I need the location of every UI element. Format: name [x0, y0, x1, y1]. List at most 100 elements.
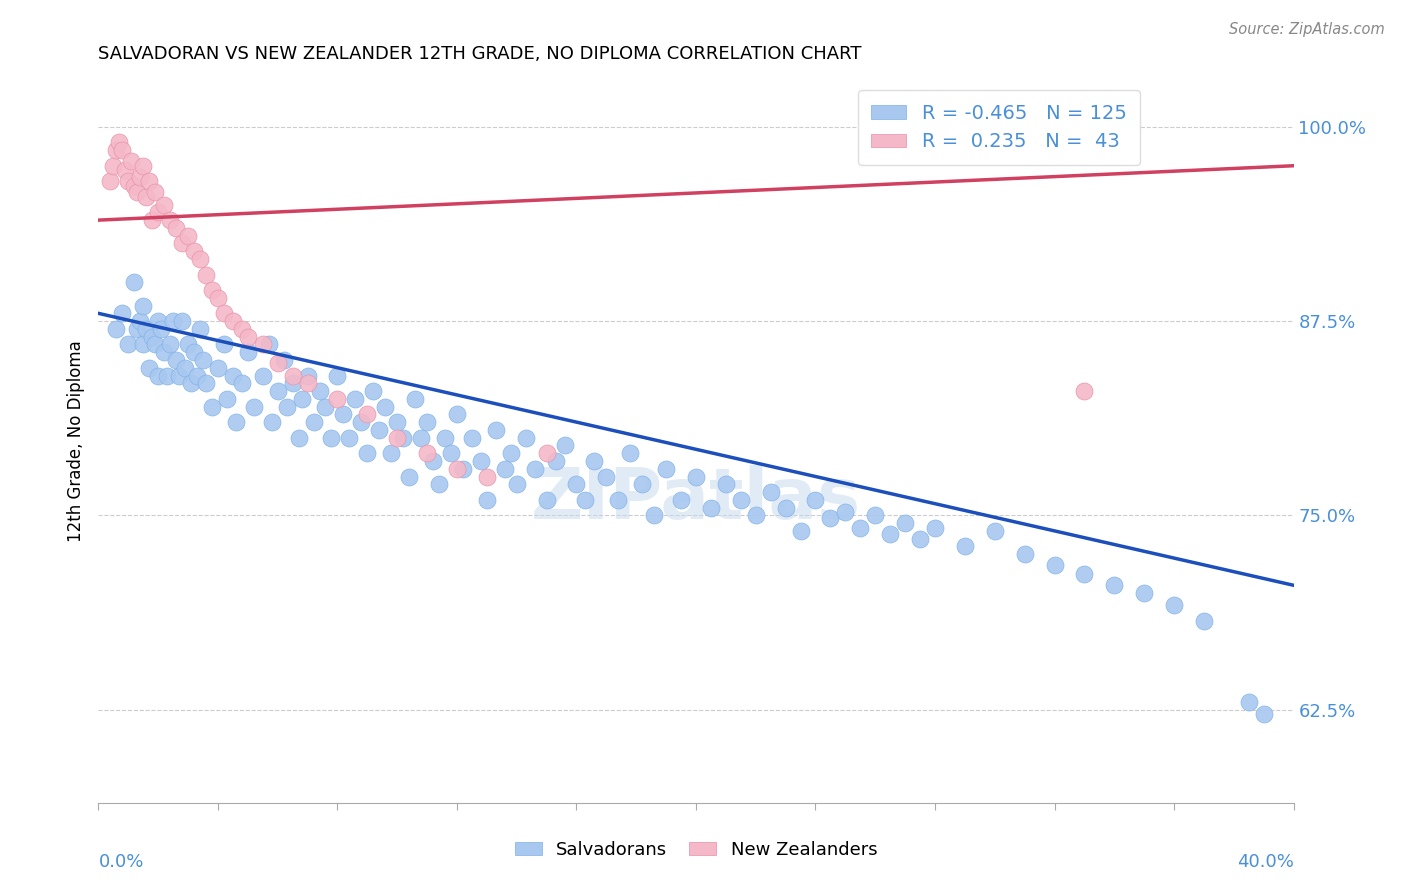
Point	[165, 220, 187, 235]
Point	[207, 291, 229, 305]
Text: 40.0%: 40.0%	[1237, 854, 1294, 871]
Point	[380, 446, 402, 460]
Point	[655, 461, 678, 475]
Point	[236, 329, 259, 343]
Point	[114, 163, 136, 178]
Point	[141, 329, 163, 343]
Point	[132, 337, 155, 351]
Point	[446, 461, 468, 475]
Point	[273, 353, 295, 368]
Text: Source: ZipAtlas.com: Source: ZipAtlas.com	[1229, 22, 1385, 37]
Point	[619, 446, 641, 460]
Y-axis label: 12th Grade, No Diploma: 12th Grade, No Diploma	[66, 341, 84, 542]
Point	[356, 408, 378, 422]
Point	[849, 521, 872, 535]
Point	[124, 275, 146, 289]
Point	[222, 314, 245, 328]
Point	[188, 252, 211, 266]
Point	[186, 368, 208, 383]
Point	[1237, 695, 1260, 709]
Point	[374, 400, 396, 414]
Point	[339, 431, 361, 445]
Point	[422, 454, 444, 468]
Text: 0.0%: 0.0%	[98, 854, 143, 871]
Point	[132, 299, 155, 313]
Text: SALVADORAN VS NEW ZEALANDER 12TH GRADE, NO DIPLOMA CORRELATION CHART: SALVADORAN VS NEW ZEALANDER 12TH GRADE, …	[98, 45, 862, 63]
Point	[252, 337, 274, 351]
Point	[141, 213, 163, 227]
Point	[281, 368, 304, 383]
Point	[775, 500, 797, 515]
Point	[494, 461, 516, 475]
Point	[350, 415, 373, 429]
Point	[523, 461, 546, 475]
Point	[515, 431, 537, 445]
Point	[153, 345, 176, 359]
Point	[984, 524, 1007, 538]
Point	[180, 376, 202, 391]
Point	[1073, 567, 1095, 582]
Point	[111, 143, 134, 157]
Point	[1253, 707, 1275, 722]
Point	[1043, 558, 1066, 572]
Point	[416, 446, 439, 460]
Point	[894, 516, 917, 530]
Point	[583, 454, 606, 468]
Point	[124, 178, 146, 193]
Point	[434, 431, 457, 445]
Point	[411, 431, 433, 445]
Point	[167, 368, 190, 383]
Point	[297, 376, 319, 391]
Point	[446, 408, 468, 422]
Point	[554, 438, 576, 452]
Point	[302, 415, 325, 429]
Point	[225, 415, 247, 429]
Point	[138, 174, 160, 188]
Point	[953, 540, 976, 554]
Point	[700, 500, 723, 515]
Point	[574, 492, 596, 507]
Point	[1104, 578, 1126, 592]
Point	[201, 283, 224, 297]
Point	[1014, 547, 1036, 561]
Point	[231, 376, 253, 391]
Point	[177, 228, 200, 243]
Point	[506, 477, 529, 491]
Point	[470, 454, 492, 468]
Point	[138, 360, 160, 375]
Point	[129, 169, 152, 184]
Point	[153, 197, 176, 211]
Point	[685, 469, 707, 483]
Point	[252, 368, 274, 383]
Point	[183, 345, 205, 359]
Point	[308, 384, 330, 398]
Point	[281, 376, 304, 391]
Point	[188, 322, 211, 336]
Legend: Salvadorans, New Zealanders: Salvadorans, New Zealanders	[508, 834, 884, 866]
Point	[908, 532, 931, 546]
Point	[924, 521, 946, 535]
Point	[105, 143, 128, 157]
Point	[132, 159, 155, 173]
Point	[385, 415, 409, 429]
Point	[820, 511, 842, 525]
Point	[201, 400, 224, 414]
Point	[267, 384, 290, 398]
Point	[789, 524, 811, 538]
Point	[135, 190, 157, 204]
Point	[105, 322, 128, 336]
Point	[315, 400, 337, 414]
Point	[243, 400, 266, 414]
Point	[276, 400, 298, 414]
Point	[321, 431, 343, 445]
Point	[215, 392, 238, 406]
Point	[730, 492, 752, 507]
Point	[191, 353, 214, 368]
Point	[162, 314, 184, 328]
Point	[297, 368, 319, 383]
Point	[398, 469, 420, 483]
Point	[544, 454, 567, 468]
Point	[475, 492, 498, 507]
Point	[127, 322, 149, 336]
Point	[475, 469, 498, 483]
